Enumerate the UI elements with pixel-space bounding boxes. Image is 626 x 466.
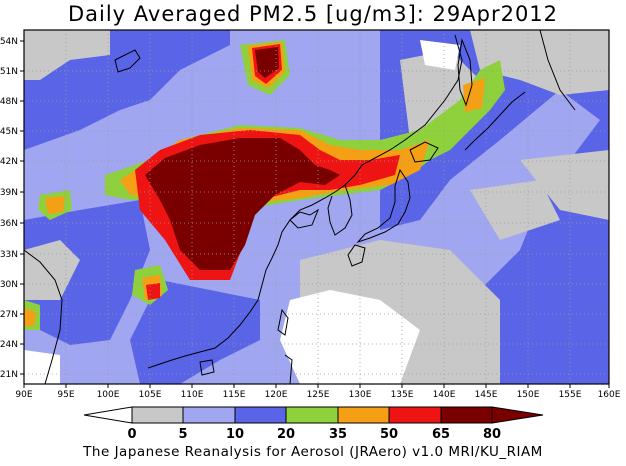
concentration-field [24, 30, 609, 384]
colorbar-label: 0 [127, 427, 136, 442]
colorbar-label: 50 [380, 427, 398, 442]
lat-label: 30N [0, 280, 18, 290]
colorbar-label: 65 [432, 427, 450, 442]
lon-label: 140E [433, 390, 456, 400]
colorbar-segment [491, 406, 544, 424]
colorbar-label: 80 [483, 427, 501, 442]
lat-label: 33N [0, 250, 18, 260]
coastlines [24, 30, 576, 384]
colorbar: 0 5 10 20 35 50 65 80 [83, 406, 544, 442]
lat-label: 27N [0, 310, 18, 320]
colorbar-segment [337, 406, 390, 424]
lon-label: 155E [559, 390, 582, 400]
lon-label: 95E [57, 390, 74, 400]
colorbar-label: 10 [226, 427, 244, 442]
colorbar-segment [388, 406, 442, 424]
lon-label: 120E [265, 390, 288, 400]
colorbar-segment [440, 406, 493, 424]
map-frame [23, 29, 610, 385]
map-title: Daily Averaged PM2.5 [ug/m3]: 29Apr2012 [67, 2, 559, 26]
lat-label: 48N [0, 97, 18, 107]
colorbar-segment [131, 406, 184, 424]
colorbar-segment [83, 406, 133, 424]
lat-label: 54N [0, 37, 18, 47]
lat-label: 21N [0, 370, 18, 380]
lon-labels: 90E 95E 100E 105E 110E 115E 120E 125E 13… [15, 390, 620, 400]
lon-label: 105E [139, 390, 162, 400]
lat-label: 36N [0, 219, 18, 229]
lon-label: 130E [349, 390, 372, 400]
lon-label: 110E [181, 390, 204, 400]
lon-label: 100E [97, 390, 120, 400]
colorbar-label: 20 [277, 427, 295, 442]
lat-label: 51N [0, 67, 18, 77]
grid-lines [24, 30, 609, 384]
lat-label: 24N [0, 340, 18, 350]
lat-label: 39N [0, 188, 18, 198]
colorbar-label: 35 [329, 427, 347, 442]
lon-label: 115E [223, 390, 246, 400]
lon-label: 145E [475, 390, 498, 400]
colorbar-segment [182, 406, 236, 424]
lat-label: 42N [0, 157, 18, 167]
lon-label: 160E [598, 390, 621, 400]
lon-label: 125E [307, 390, 330, 400]
lon-label: 90E [15, 390, 32, 400]
lon-label: 135E [391, 390, 414, 400]
footer-credit: The Japanese Reanalysis for Aerosol (JRA… [83, 444, 543, 460]
axis-ticks [20, 40, 610, 388]
colorbar-segment [285, 406, 339, 424]
lat-label: 45N [0, 127, 18, 137]
lat-labels: 54N 51N 48N 45N 42N 39N 36N 33N 30N 27N … [0, 37, 18, 380]
colorbar-label: 5 [178, 427, 187, 442]
colorbar-segment [234, 406, 287, 424]
lon-label: 150E [517, 390, 540, 400]
